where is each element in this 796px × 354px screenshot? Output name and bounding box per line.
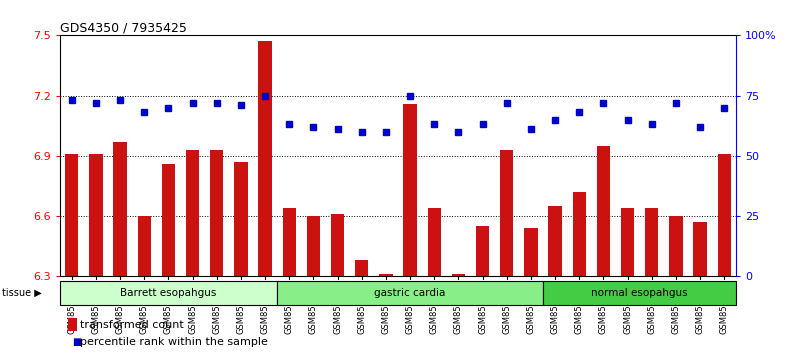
Bar: [597, 146, 610, 276]
Bar: [186, 150, 199, 276]
Bar: [60, 281, 277, 305]
Bar: [693, 222, 707, 276]
Bar: [138, 216, 151, 276]
Bar: [476, 226, 490, 276]
Bar: [500, 150, 513, 276]
Bar: [543, 281, 736, 305]
Text: GDS4350 / 7935425: GDS4350 / 7935425: [60, 21, 186, 34]
Bar: [331, 214, 344, 276]
Bar: [114, 142, 127, 276]
Bar: [277, 281, 543, 305]
Text: ■: ■: [72, 337, 82, 347]
Text: percentile rank within the sample: percentile rank within the sample: [80, 337, 267, 347]
Bar: [355, 260, 369, 276]
Text: gastric cardia: gastric cardia: [374, 288, 446, 298]
Text: normal esopahgus: normal esopahgus: [591, 288, 688, 298]
Bar: [283, 208, 296, 276]
Bar: [645, 208, 658, 276]
Bar: [259, 41, 271, 276]
Bar: [621, 208, 634, 276]
Text: tissue ▶: tissue ▶: [2, 288, 41, 298]
Bar: [525, 228, 537, 276]
Bar: [427, 208, 441, 276]
Text: Barrett esopahgus: Barrett esopahgus: [120, 288, 217, 298]
Bar: [306, 216, 320, 276]
Bar: [162, 164, 175, 276]
Bar: [548, 206, 562, 276]
Bar: [404, 104, 417, 276]
Bar: [572, 192, 586, 276]
Text: transformed count: transformed count: [80, 320, 183, 330]
Bar: [65, 154, 79, 276]
Bar: [669, 216, 682, 276]
Bar: [234, 162, 248, 276]
Bar: [379, 274, 392, 276]
Bar: [452, 274, 465, 276]
Bar: [89, 154, 103, 276]
Bar: [717, 154, 731, 276]
Bar: [210, 150, 224, 276]
